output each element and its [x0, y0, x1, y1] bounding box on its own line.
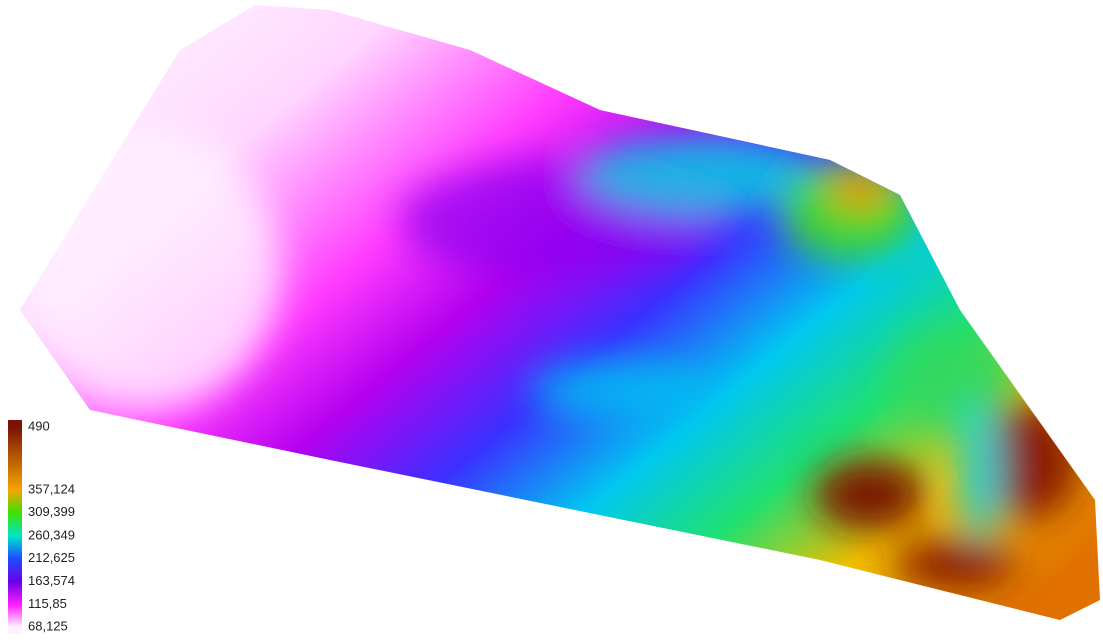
legend-label: 309,399 [28, 504, 75, 519]
legend: 490 357,124 309,399 260,349 212,625 163,574 11… [8, 418, 75, 634]
elevation-raster [0, 0, 1103, 641]
urban-area [20, 130, 280, 410]
peak [830, 170, 890, 210]
legend-label: 212,625 [28, 550, 75, 565]
legend-label: 68,125 [28, 618, 68, 633]
river [958, 400, 1002, 540]
legend-label: 163,574 [28, 573, 75, 588]
legend-label: 357,124 [28, 481, 75, 496]
legend-label: 115,85 [28, 596, 67, 611]
ridge [530, 360, 710, 420]
peak [895, 540, 1015, 590]
legend-label: 260,349 [28, 527, 75, 542]
legend-label: 490 [28, 418, 50, 433]
peak [815, 460, 925, 530]
map-view: 490 357,124 309,399 260,349 212,625 163,574 11… [0, 0, 1103, 641]
color-ramp [8, 420, 22, 634]
